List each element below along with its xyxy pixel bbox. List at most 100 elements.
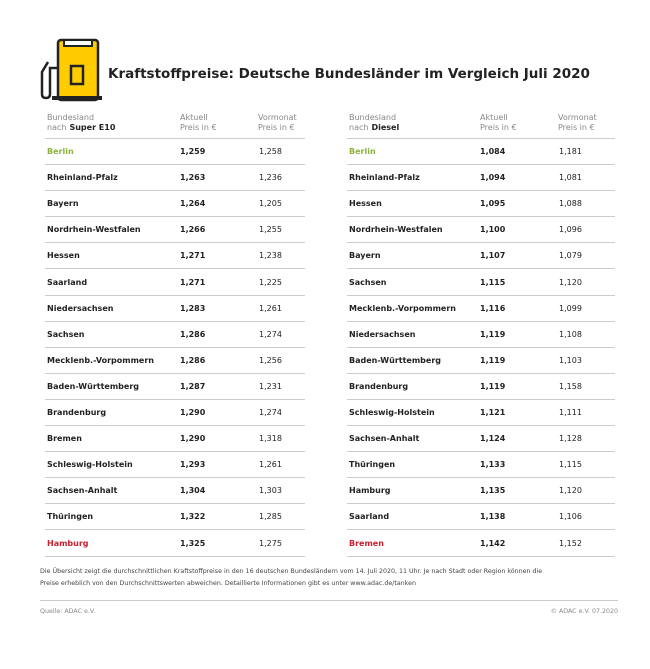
- state-name: Nordrhein-Westfalen: [349, 225, 443, 235]
- state-name: Bayern: [349, 251, 381, 261]
- state-name: Nordrhein-Westfalen: [47, 225, 141, 235]
- column-header: Vormonat Preis in €: [558, 113, 597, 133]
- current-price: 1,271: [180, 251, 206, 261]
- state-name: Baden-Württemberg: [47, 381, 140, 391]
- previous-price: 1,258: [259, 147, 282, 156]
- row-separator: [45, 477, 305, 479]
- previous-price: 1,128: [559, 434, 582, 444]
- previous-price: 1,225: [259, 277, 282, 287]
- current-price: 1,283: [180, 303, 206, 313]
- state-name: Mecklenb.-Vorpommern: [349, 303, 456, 313]
- row-separator: [45, 320, 305, 322]
- header-fuel: Super E10: [69, 123, 116, 132]
- current-price: 1,119: [480, 355, 506, 365]
- header-line: Preis in €: [180, 123, 217, 132]
- header-line: Preis in €: [480, 123, 517, 132]
- header-line: Aktuell: [180, 113, 208, 122]
- previous-price: 1,303: [259, 486, 282, 496]
- previous-price: 1,255: [259, 225, 282, 235]
- row-separator: [45, 164, 305, 165]
- row-separator: [347, 503, 615, 505]
- previous-price: 1,181: [559, 147, 582, 156]
- previous-price: 1,261: [259, 303, 282, 313]
- previous-price: 1,079: [559, 251, 582, 261]
- row-separator: [45, 529, 305, 531]
- row-separator: [45, 398, 305, 400]
- current-price: 1,293: [180, 460, 206, 470]
- previous-price: 1,256: [259, 355, 282, 365]
- previous-price: 1,285: [259, 512, 282, 522]
- previous-price: 1,152: [559, 538, 582, 548]
- previous-price: 1,108: [559, 329, 582, 339]
- current-price: 1,115: [480, 277, 506, 287]
- row-separator: [347, 190, 615, 192]
- footnote: Preise erheblich von den Durchschnittswe…: [40, 580, 416, 587]
- current-price: 1,263: [180, 173, 206, 183]
- header-prefix: nach: [349, 123, 369, 132]
- current-price: 1,264: [180, 199, 206, 209]
- current-price: 1,107: [480, 251, 506, 261]
- row-separator: [45, 216, 305, 218]
- previous-price: 1,274: [259, 408, 282, 417]
- state-name: Hessen: [349, 199, 382, 209]
- previous-price: 1,106: [559, 512, 582, 522]
- state-name: Sachsen-Anhalt: [47, 486, 118, 496]
- row-separator: [45, 294, 305, 296]
- current-price: 1,119: [480, 329, 506, 339]
- state-name: Thüringen: [349, 460, 396, 470]
- current-price: 1,290: [180, 408, 206, 417]
- state-name: Hamburg: [349, 486, 391, 496]
- state-name: Sachsen-Anhalt: [349, 434, 420, 444]
- current-price: 1,271: [180, 277, 206, 287]
- previous-price: 1,158: [559, 381, 582, 391]
- header-line: Aktuell: [480, 113, 508, 122]
- row-separator: [347, 320, 615, 322]
- row-separator: [347, 216, 615, 218]
- row-separator: [347, 294, 615, 296]
- header-line: Bundesland: [349, 113, 397, 122]
- current-price: 1,138: [480, 512, 506, 522]
- row-separator: [347, 242, 615, 244]
- state-name: Thüringen: [47, 512, 94, 522]
- row-separator: [347, 346, 615, 348]
- previous-price: 1,274: [259, 329, 282, 339]
- current-price: 1,259: [180, 147, 206, 156]
- state-name: Berlin: [349, 147, 376, 156]
- current-price: 1,286: [180, 355, 206, 365]
- current-price: 1,124: [480, 434, 506, 444]
- current-price: 1,119: [480, 381, 506, 391]
- state-name: Schleswig-Holstein: [349, 408, 435, 417]
- previous-price: 1,099: [559, 303, 582, 313]
- current-price: 1,133: [480, 460, 506, 470]
- header-separator: [45, 138, 305, 139]
- current-price: 1,084: [480, 147, 506, 156]
- previous-price: 1,111: [559, 408, 582, 417]
- previous-price: 1,096: [559, 225, 582, 235]
- row-separator: [347, 372, 615, 374]
- column-header: Aktuell Preis in €: [180, 113, 217, 133]
- row-separator: [45, 242, 305, 244]
- state-name: Mecklenb.-Vorpommern: [47, 355, 154, 365]
- state-name: Brandenburg: [47, 408, 107, 417]
- row-separator: [45, 451, 305, 453]
- previous-price: 1,120: [559, 486, 582, 496]
- fuel-pump-icon: [40, 38, 102, 102]
- previous-price: 1,081: [559, 173, 582, 183]
- row-separator: [347, 268, 615, 270]
- row-separator: [45, 346, 305, 348]
- current-price: 1,100: [480, 225, 506, 235]
- row-separator: [347, 425, 615, 426]
- copyright: © ADAC e.V. 07.2020: [550, 608, 618, 615]
- state-name: Sachsen: [47, 329, 85, 339]
- previous-price: 1,275: [259, 538, 282, 548]
- column-header: Bundesland nach Super E10: [47, 113, 115, 133]
- previous-price: 1,231: [259, 381, 282, 391]
- row-separator: [45, 268, 305, 270]
- header-line: Vormonat: [258, 113, 297, 122]
- previous-price: 1,236: [259, 173, 282, 183]
- previous-price: 1,205: [259, 199, 282, 209]
- header-fuel: Diesel: [371, 123, 400, 132]
